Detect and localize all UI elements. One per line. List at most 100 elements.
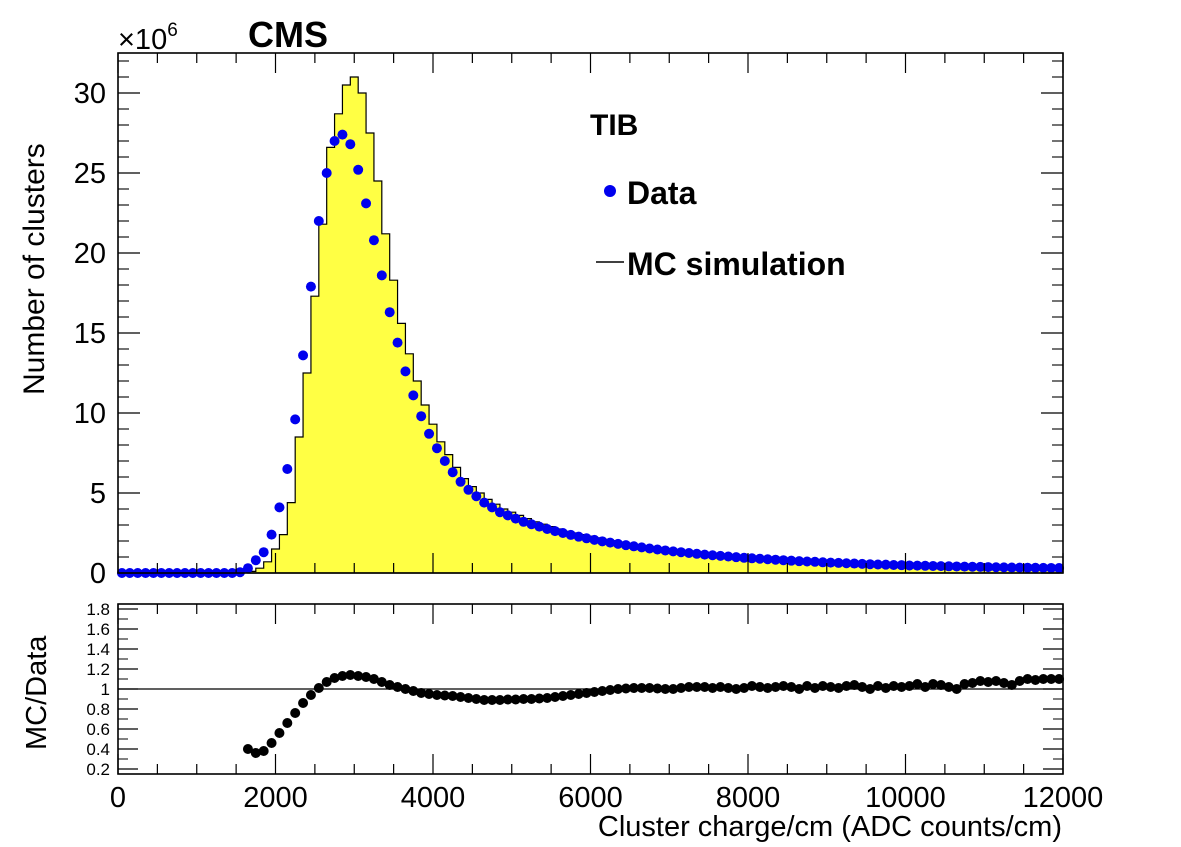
- ratio-point: [620, 683, 631, 694]
- data-point: [1014, 562, 1025, 573]
- data-point: [644, 543, 655, 554]
- data-point: [502, 510, 513, 521]
- data-point: [605, 537, 616, 548]
- ratio-point: [983, 677, 994, 687]
- ratio-frame: [117, 603, 1064, 775]
- data-point: [676, 547, 687, 558]
- ratio-point: [384, 680, 395, 690]
- legend: TIB Data MC simulation: [590, 109, 846, 282]
- ratio-point: [266, 738, 277, 748]
- ratio-y-axis-title: MC/Data: [21, 635, 53, 750]
- ratio-point: [817, 681, 828, 691]
- data-point: [424, 428, 435, 439]
- ratio-y-tick-label: 1.2: [86, 660, 110, 679]
- ratio-point: [912, 679, 923, 689]
- ratio-point: [329, 673, 340, 683]
- data-point: [361, 198, 372, 209]
- ratio-point: [408, 686, 419, 696]
- data-point: [998, 562, 1009, 573]
- data-point: [479, 497, 490, 508]
- ratio-point: [920, 682, 931, 692]
- ratio-point: [770, 682, 781, 692]
- data-point: [991, 562, 1002, 573]
- ratio-point: [723, 683, 734, 693]
- ratio-point: [597, 686, 608, 696]
- data-point: [274, 502, 285, 513]
- data-point: [392, 337, 403, 348]
- data-point: [636, 542, 647, 553]
- data-point: [888, 560, 899, 570]
- ratio-point: [368, 674, 379, 684]
- ratio-point: [613, 684, 624, 694]
- data-point: [494, 507, 505, 518]
- ratio-point: [628, 683, 639, 693]
- x-tick-label: 12000: [1023, 782, 1104, 814]
- main-y-tick-label: 10: [74, 398, 106, 430]
- mc-histogram-area: [247, 76, 1060, 574]
- ratio-point: [392, 682, 403, 692]
- main-y-axis-title: Number of clusters: [18, 143, 51, 395]
- ratio-point: [534, 693, 545, 704]
- ratio-point: [707, 683, 718, 693]
- data-point: [809, 556, 820, 567]
- ratio-point: [865, 684, 876, 694]
- x-axis-title: Cluster charge/cm (ADC counts/cm): [598, 811, 1062, 843]
- ratio-point: [361, 672, 372, 682]
- ratio-point: [959, 679, 970, 689]
- ratio-point: [644, 683, 655, 693]
- data-point: [857, 558, 868, 569]
- ratio-point: [305, 690, 316, 700]
- ratio-point: [447, 691, 458, 701]
- data-point: [298, 350, 309, 361]
- ratio-point: [455, 692, 466, 702]
- data-point: [628, 541, 639, 552]
- ratio-point: [487, 695, 498, 705]
- ratio-point: [321, 677, 332, 687]
- ratio-point: [282, 718, 293, 728]
- ratio-point: [605, 685, 616, 695]
- data-point: [723, 551, 734, 562]
- ratio-point: [676, 683, 687, 693]
- y-multiplier: ×106: [118, 20, 178, 56]
- data-point: [431, 443, 442, 454]
- ratio-point: [715, 682, 726, 692]
- ratio-point: [825, 682, 836, 692]
- ratio-point: [565, 690, 576, 700]
- ratio-point: [1014, 676, 1025, 686]
- ratio-point: [290, 708, 301, 718]
- data-point: [353, 164, 364, 175]
- ratio-y-tick-label: 1.4: [86, 640, 110, 659]
- ratio-point: [794, 684, 805, 694]
- ratio-point: [857, 682, 868, 692]
- data-point: [282, 464, 293, 474]
- data-point: [975, 561, 986, 572]
- ratio-point: [746, 681, 757, 691]
- data-point: [754, 553, 765, 564]
- data-point: [849, 558, 860, 569]
- ratio-y-tick-label: 0.4: [86, 740, 110, 759]
- data-point: [896, 560, 907, 571]
- ratio-point: [424, 689, 435, 699]
- legend-mc-label: MC simulation: [627, 246, 846, 282]
- data-point: [841, 558, 852, 569]
- ratio-y-tick-label: 0.2: [86, 760, 110, 779]
- data-point: [660, 545, 671, 556]
- data-point: [620, 540, 631, 551]
- x-tick-label: 4000: [401, 782, 466, 814]
- ratio-point: [967, 678, 978, 688]
- ratio-point: [786, 682, 797, 692]
- ratio-point: [400, 684, 411, 694]
- data-point: [376, 270, 387, 281]
- ratio-y-tick-label: 0.8: [86, 700, 110, 719]
- data-point: [959, 561, 970, 572]
- ratio-point: [896, 682, 907, 692]
- ratio-point: [975, 676, 986, 686]
- ratio-point: [416, 688, 427, 698]
- data-point: [904, 560, 915, 571]
- data-point: [589, 534, 600, 545]
- ratio-point: [778, 681, 789, 691]
- data-point: [935, 561, 946, 572]
- data-point: [794, 556, 805, 567]
- ratio-point: [463, 693, 474, 703]
- data-point: [699, 549, 710, 560]
